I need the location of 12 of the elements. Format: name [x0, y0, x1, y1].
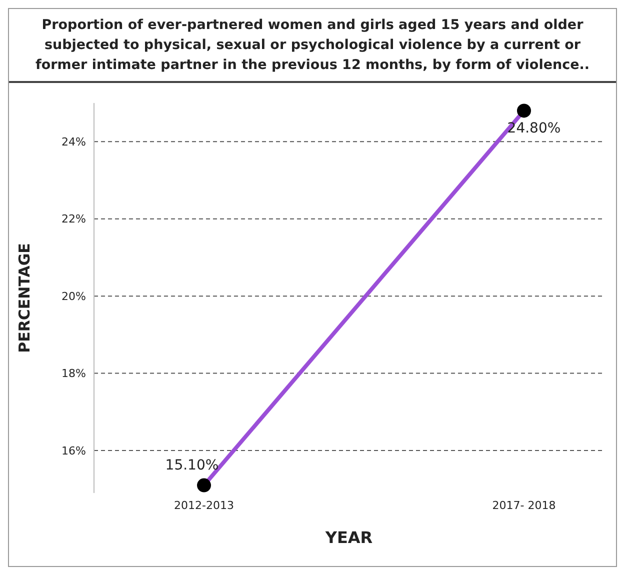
y-axis-title: PERCENTAGE: [15, 243, 34, 353]
y-tick-label: 20%: [62, 290, 86, 303]
x-tick-label: 2017- 2018: [492, 498, 556, 512]
x-tick-label: 2012-2013: [174, 498, 234, 512]
chart-title: Proportion of ever-partnered women and girls aged 15 years and older subjected to physical, sexual or psychological violence by a current or former intimate partner in the previous 12 months, by form of violence..: [9, 9, 616, 83]
x-axis-title: YEAR: [324, 528, 373, 547]
y-tick-label: 18%: [62, 367, 86, 380]
y-tick-label: 24%: [62, 136, 86, 149]
y-tick-label: 22%: [62, 212, 86, 226]
data-label: 24.80%: [507, 120, 561, 137]
y-tick-label: 16%: [62, 444, 86, 458]
data-label: 15.10%: [165, 457, 219, 474]
